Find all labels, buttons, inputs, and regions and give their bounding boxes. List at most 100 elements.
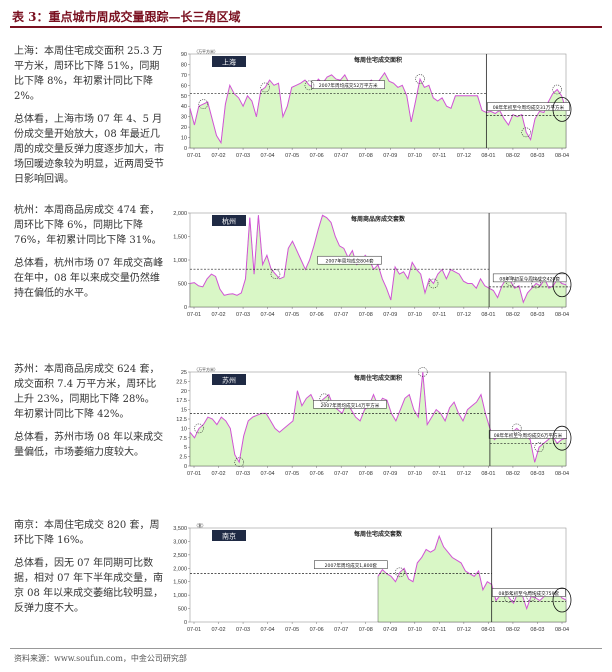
x-tick-label: 08-03: [530, 471, 544, 477]
highlight-circle: [505, 276, 516, 286]
x-tick-label: 08-01: [481, 471, 495, 477]
x-tick-label: 07-04: [261, 153, 275, 159]
chart-shanghai: 0 10 20 30 40 50 60 70 80 90 07-01 07-02 07-03 07-04 0…: [181, 48, 572, 159]
highlight-circle: [552, 84, 562, 95]
y-tick-label: 0: [184, 146, 187, 152]
outlook-paragraph: 总体看，杭州市场 07 年成交高峰在年中，08 年以来成交量仍然维持在偏低的水平…: [14, 258, 164, 299]
highlight-circle: [395, 567, 405, 578]
x-tick-label: 07-09: [383, 471, 397, 477]
x-tick-label: 08-04: [555, 627, 569, 633]
x-tick-label: 08-04: [555, 153, 569, 159]
x-tick-label: 07-09: [383, 627, 397, 633]
x-tick-label: 07-09: [383, 312, 397, 318]
x-tick-label: 07-06: [310, 153, 324, 159]
highlight-circle: [304, 80, 315, 91]
x-tick-label: 07-05: [285, 153, 299, 159]
chart-title: 每周住宅成交套数: [353, 530, 403, 538]
highlight-circle: [534, 442, 544, 452]
x-tick-label: 07-05: [285, 627, 299, 633]
x-tick-label: 07-08: [359, 312, 373, 318]
x-tick-label: 07-02: [211, 153, 225, 159]
latest-ellipse: [552, 587, 572, 613]
x-tick-label: 07-06: [310, 312, 324, 318]
x-tick-label: 08-01: [481, 312, 495, 318]
x-tick-label: 07-10: [408, 627, 422, 633]
panel-text: 杭州：本周商品房成交 474 套，周环比下降 6%，同期比下降 76%，年初累计…: [14, 203, 164, 309]
x-tick-label: 07-07: [334, 627, 348, 633]
series-area: [377, 535, 567, 623]
x-tick-label: 07-02: [211, 471, 225, 477]
highlight-circle: [428, 278, 439, 289]
y-tick-label: 1,500: [173, 235, 187, 241]
y-tick-label: 20: [181, 125, 187, 131]
chart-suzhou: 0 2.5 5 7.5 10 12.5 15 17.5 20 22.5 25 07-01 07-02 07…: [176, 366, 572, 477]
x-tick-label: 07-04: [261, 312, 275, 318]
y-tick-label: 12.5: [176, 417, 187, 423]
highlight-circle: [260, 82, 270, 93]
x-tick-label: 08-01: [481, 153, 495, 159]
city-tag-box: [212, 374, 246, 385]
footer-rule: [10, 648, 602, 649]
summary-paragraph: 苏州：本周商品房成交 624 套，成交面积 7.4 万平方米，周环比上升 23%…: [14, 364, 160, 420]
series-line: [377, 534, 567, 611]
unit-label: （万平方米）: [194, 366, 218, 372]
x-tick-label: 07-05: [285, 471, 299, 477]
average-label-box: [311, 80, 385, 89]
panel-text: 苏州：本周商品房成交 624 套，成交面积 7.4 万平方米，周环比上升 23%…: [14, 362, 164, 468]
x-tick-label: 07-05: [285, 312, 299, 318]
x-tick-label: 07-11: [432, 312, 446, 318]
y-tick-label: 7.5: [179, 436, 187, 442]
city-tag: 苏州: [222, 376, 236, 385]
latest-ellipse: [552, 425, 572, 451]
x-tick-label: 07-07: [334, 471, 348, 477]
x-tick-label: 08-03: [530, 312, 544, 318]
y-tick-label: 1,500: [173, 580, 187, 586]
city-tag: 南京: [222, 532, 236, 541]
x-tick-label: 07-08: [359, 471, 373, 477]
average-label-box: [317, 255, 382, 265]
highlight-circle: [319, 393, 330, 404]
unit-label: （万平方米）: [194, 48, 218, 54]
summary-paragraph: 上海：本周住宅成交面积 25.3 万平方米，周环比下降 51%，同期比下降 8%…: [14, 46, 163, 102]
y-tick-label: 2,000: [173, 211, 187, 217]
panel-text: 上海：本周住宅成交面积 25.3 万平方米，周环比下降 51%，同期比下降 8%…: [14, 44, 164, 195]
y-tick-label: 60: [181, 83, 187, 89]
x-tick-label: 07-04: [261, 627, 275, 633]
x-tick-label: 08-02: [506, 153, 520, 159]
x-tick-label: 08-03: [530, 153, 544, 159]
city-tag-box: [212, 215, 246, 226]
chart-title: 每周住宅成交面积: [353, 56, 402, 64]
x-tick-label: 08-04: [555, 471, 569, 477]
x-tick-label: 07-11: [432, 471, 446, 477]
outlook-paragraph: 总体看，上海市场 07 年 4、5 月份成交量开始放大，08 年最近几周的成交量…: [14, 114, 164, 185]
y-tick-label: 10: [181, 426, 187, 432]
y-tick-label: 0: [184, 464, 187, 470]
highlight-circle: [415, 74, 425, 84]
average-label: 2007年周均成交52万平方米: [319, 82, 378, 89]
average-label-box: [313, 400, 387, 409]
unit-label: （套）: [194, 522, 206, 528]
average-label: 08年年初至今周均成交6万平方米: [494, 432, 563, 439]
y-tick-label: 500: [178, 282, 187, 288]
average-label-box: [492, 273, 567, 283]
chart-nanjing: 0 500 1,000 1,500 2,000 2,500 3,000 3,500 07-01 0…: [173, 522, 572, 633]
y-tick-label: 50: [181, 94, 187, 100]
average-label-box: [488, 430, 568, 439]
y-tick-label: 2,500: [173, 553, 187, 559]
x-tick-label: 07-12: [457, 312, 471, 318]
x-tick-label: 07-07: [334, 312, 348, 318]
title-rule: [10, 26, 602, 28]
city-tag-box: [212, 530, 246, 541]
highlight-circle: [194, 423, 204, 434]
x-tick-label: 07-07: [334, 153, 348, 159]
average-label: 08年年初至今周均成交759套: [499, 590, 560, 597]
y-tick-label: 2.5: [179, 455, 187, 461]
outlook-paragraph: 总体看，苏州市场 08 年以来成交量偏低，市场萎缩力度较大。: [14, 432, 164, 458]
x-tick-label: 07-03: [236, 153, 250, 159]
chart-title: 每周住宅成交面积: [353, 374, 402, 382]
city-tag-box: [212, 56, 246, 67]
highlight-circle: [417, 367, 428, 377]
x-tick-label: 07-12: [457, 627, 471, 633]
y-tick-label: 70: [181, 73, 187, 79]
highlight-circle: [511, 423, 522, 434]
